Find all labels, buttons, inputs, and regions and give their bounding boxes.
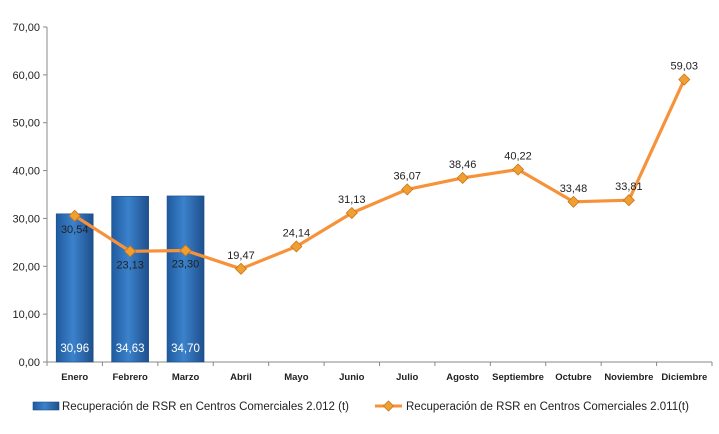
x-tick-label: Junio [339, 372, 365, 383]
x-tick-label: Enero [61, 372, 88, 383]
legend-swatch-bar [32, 401, 60, 411]
line-data-label: 33,81 [615, 181, 643, 193]
line-data-label: 38,46 [449, 159, 477, 171]
x-tick-label: Julio [396, 372, 418, 383]
x-tick-label: Noviembre [604, 372, 653, 383]
bar [166, 195, 205, 363]
x-tick-label: Octubre [555, 372, 591, 383]
legend-label: Recuperación de RSR en Centros Comercial… [62, 401, 349, 413]
y-tick-label: 0,00 [19, 357, 40, 369]
line-point [234, 262, 248, 275]
line-point [456, 171, 469, 185]
line-point [68, 209, 81, 222]
line-data-label: 40,22 [504, 151, 532, 163]
line-point [401, 183, 414, 196]
line-data-label: 24,14 [283, 227, 311, 239]
legend-label: Recuperación de RSR en Centros Comercial… [406, 401, 689, 413]
bar-data-label: 30,96 [60, 343, 89, 355]
x-tick-label: Septiembre [492, 372, 544, 383]
x-tick-label: Mayo [284, 372, 308, 383]
line-data-label: 30,54 [61, 224, 89, 236]
y-tick-label: 60,00 [12, 70, 40, 82]
legend: Recuperación de RSR en Centros Comercial… [32, 400, 689, 413]
line-point [678, 73, 691, 86]
line-data-label: 59,03 [671, 60, 699, 72]
x-tick-label: Agosto [446, 372, 479, 383]
line-point [345, 206, 358, 220]
x-tick-label: Abril [230, 372, 252, 383]
y-tick-label: 20,00 [12, 261, 40, 273]
axes: 0,00 10,00 20,00 30,00 40,00 50,00 60,00 70,00 E… [12, 22, 713, 383]
legend-swatch-marker [382, 400, 395, 412]
line-point [511, 163, 525, 176]
line-data-label: 23,30 [172, 258, 200, 270]
bar-series: 30,96 34,63 34,70 [55, 195, 205, 363]
line-point [567, 195, 580, 208]
y-tick-label: 10,00 [12, 309, 40, 321]
bar [111, 195, 149, 363]
line-point [622, 194, 635, 207]
line-point [179, 244, 192, 257]
line-series: 30,54 23,13 23,30 19,47 24,14 31,13 36,07 38,46… [61, 60, 699, 275]
y-tick-label: 50,00 [12, 118, 40, 130]
bar-data-label: 34,70 [171, 343, 200, 355]
line-data-label: 23,13 [116, 259, 144, 271]
line-point [124, 245, 137, 258]
x-tick-label: Febrero [112, 372, 148, 383]
series-line [73, 77, 686, 271]
line-data-label: 33,48 [560, 183, 588, 195]
x-tick-label: Marzo [172, 372, 200, 383]
y-tick-label: 30,00 [12, 213, 40, 225]
y-tick-label: 70,00 [12, 22, 40, 34]
y-tick-label: 40,00 [12, 166, 40, 178]
line-point [290, 240, 303, 253]
line-data-label: 19,47 [227, 250, 255, 262]
bar [55, 213, 94, 363]
bar-data-label: 34,63 [116, 343, 145, 355]
x-tick-label: Diciembre [661, 372, 707, 383]
line-data-label: 31,13 [338, 194, 366, 206]
line-data-label: 36,07 [393, 170, 421, 182]
